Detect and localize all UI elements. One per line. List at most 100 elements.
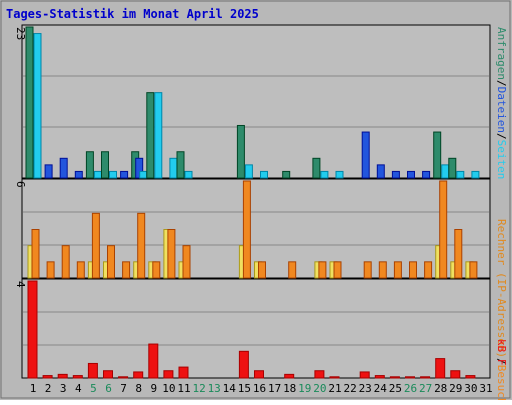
bar-besuche — [46, 261, 55, 279]
legend-entry: Dateien — [495, 87, 508, 133]
x-tick-label: 15 — [238, 382, 251, 395]
x-tick-label: 27 — [419, 382, 432, 395]
legend-middle: Rechner (IP-Adressen)/Besuche — [495, 219, 508, 400]
x-tick-label: 18 — [283, 382, 296, 395]
bar-kb-f — [118, 376, 129, 379]
bar-dateien — [361, 131, 370, 179]
x-tick-label: 7 — [120, 382, 127, 395]
bar-besuche — [393, 261, 402, 279]
legend-entry: / — [495, 80, 508, 87]
bar-seiten — [93, 170, 102, 179]
x-tick-label: 19 — [298, 382, 311, 395]
bar-besuche — [424, 261, 433, 279]
y-max-label: 4 — [14, 281, 27, 288]
bar-besuche — [91, 212, 100, 279]
bar-anfragen — [101, 151, 109, 179]
x-tick-label: 24 — [374, 382, 388, 395]
x-tick-label: 20 — [313, 382, 326, 395]
x-tick-label: 23 — [359, 382, 372, 395]
bar-besuche — [76, 261, 85, 279]
bar-anfragen — [282, 170, 291, 179]
bar-dateien — [407, 170, 415, 179]
bar-seiten — [33, 33, 42, 179]
bar-besuche — [137, 212, 146, 279]
bar-kb-f — [57, 373, 68, 379]
bar-besuche — [258, 261, 266, 279]
bar-seiten — [320, 170, 329, 179]
x-tick-label: 17 — [268, 382, 281, 395]
bar-besuche — [318, 261, 327, 279]
bar-kb-f — [72, 375, 83, 379]
bar-besuche — [454, 229, 463, 279]
legend-entry: / — [495, 133, 508, 140]
bar-anfragen — [236, 124, 245, 179]
bar-dateien — [391, 170, 400, 179]
panel-top — [21, 24, 491, 179]
x-tick-label: 3 — [60, 382, 67, 395]
bar-seiten — [154, 92, 163, 179]
legend-entry: Besuche — [495, 365, 508, 400]
x-tick-label: 29 — [449, 382, 462, 395]
bar-kb-f — [329, 376, 340, 379]
x-tick-label: 2 — [45, 382, 52, 395]
x-tick-label: 13 — [208, 382, 221, 395]
bar-seiten — [244, 164, 253, 179]
bar-anfragen — [146, 92, 155, 179]
bar-kb-f — [465, 375, 476, 379]
bar-kb-f — [87, 362, 98, 379]
legend-top: Anfragen/Dateien/Seiten — [495, 27, 508, 179]
legend-entry: Seiten — [495, 140, 508, 180]
bar-dateien — [74, 170, 83, 179]
x-tick-label: 1 — [30, 382, 37, 395]
x-tick-label: 5 — [90, 382, 97, 395]
bar-kb-f — [103, 370, 113, 379]
x-tick-label: 22 — [343, 382, 356, 395]
y-max-label: 23 — [14, 27, 27, 40]
bar-besuche — [409, 261, 417, 279]
bars-layer — [25, 26, 480, 379]
bar-kb-f — [254, 370, 264, 379]
bar-kb-f — [435, 358, 446, 379]
bar-besuche — [288, 261, 297, 279]
bar-besuche — [182, 245, 191, 279]
bar-seiten — [169, 157, 178, 179]
bar-dateien — [44, 164, 53, 179]
y-max-label: 6 — [14, 181, 27, 188]
x-tick-label: 12 — [192, 382, 205, 395]
x-tick-label: 28 — [434, 382, 447, 395]
bar-anfragen — [25, 26, 34, 179]
bar-anfragen — [85, 151, 94, 179]
bar-seiten — [441, 164, 450, 179]
x-tick-label: 8 — [135, 382, 142, 395]
legend-entry: Anfragen — [495, 27, 508, 80]
grid-layer — [23, 75, 489, 346]
x-tick-label: 31 — [479, 382, 492, 395]
bar-besuche — [31, 229, 40, 279]
bar-anfragen — [312, 157, 321, 179]
bar-kb-f — [314, 370, 325, 379]
bar-besuche — [378, 261, 387, 279]
bar-kb-f — [133, 371, 144, 379]
bar-seiten — [184, 170, 193, 179]
panel-bottom — [21, 278, 491, 379]
bar-kb-f — [148, 343, 159, 379]
bar-dateien — [422, 170, 431, 179]
bar-besuche — [363, 261, 372, 279]
bar-kb-f — [389, 376, 400, 379]
bar-kb-f — [405, 376, 415, 379]
bar-besuche — [167, 229, 176, 279]
x-tick-label: 4 — [75, 382, 82, 395]
x-tick-label: 14 — [223, 382, 237, 395]
bar-seiten — [456, 170, 465, 179]
bar-kb-f — [27, 280, 38, 379]
bar-kb-f — [450, 370, 461, 379]
bar-dateien — [120, 170, 129, 179]
bar-besuche — [469, 261, 478, 279]
bar-seiten — [139, 170, 148, 179]
bar-besuche — [61, 245, 70, 279]
legend-entry: kB F — [495, 339, 508, 366]
